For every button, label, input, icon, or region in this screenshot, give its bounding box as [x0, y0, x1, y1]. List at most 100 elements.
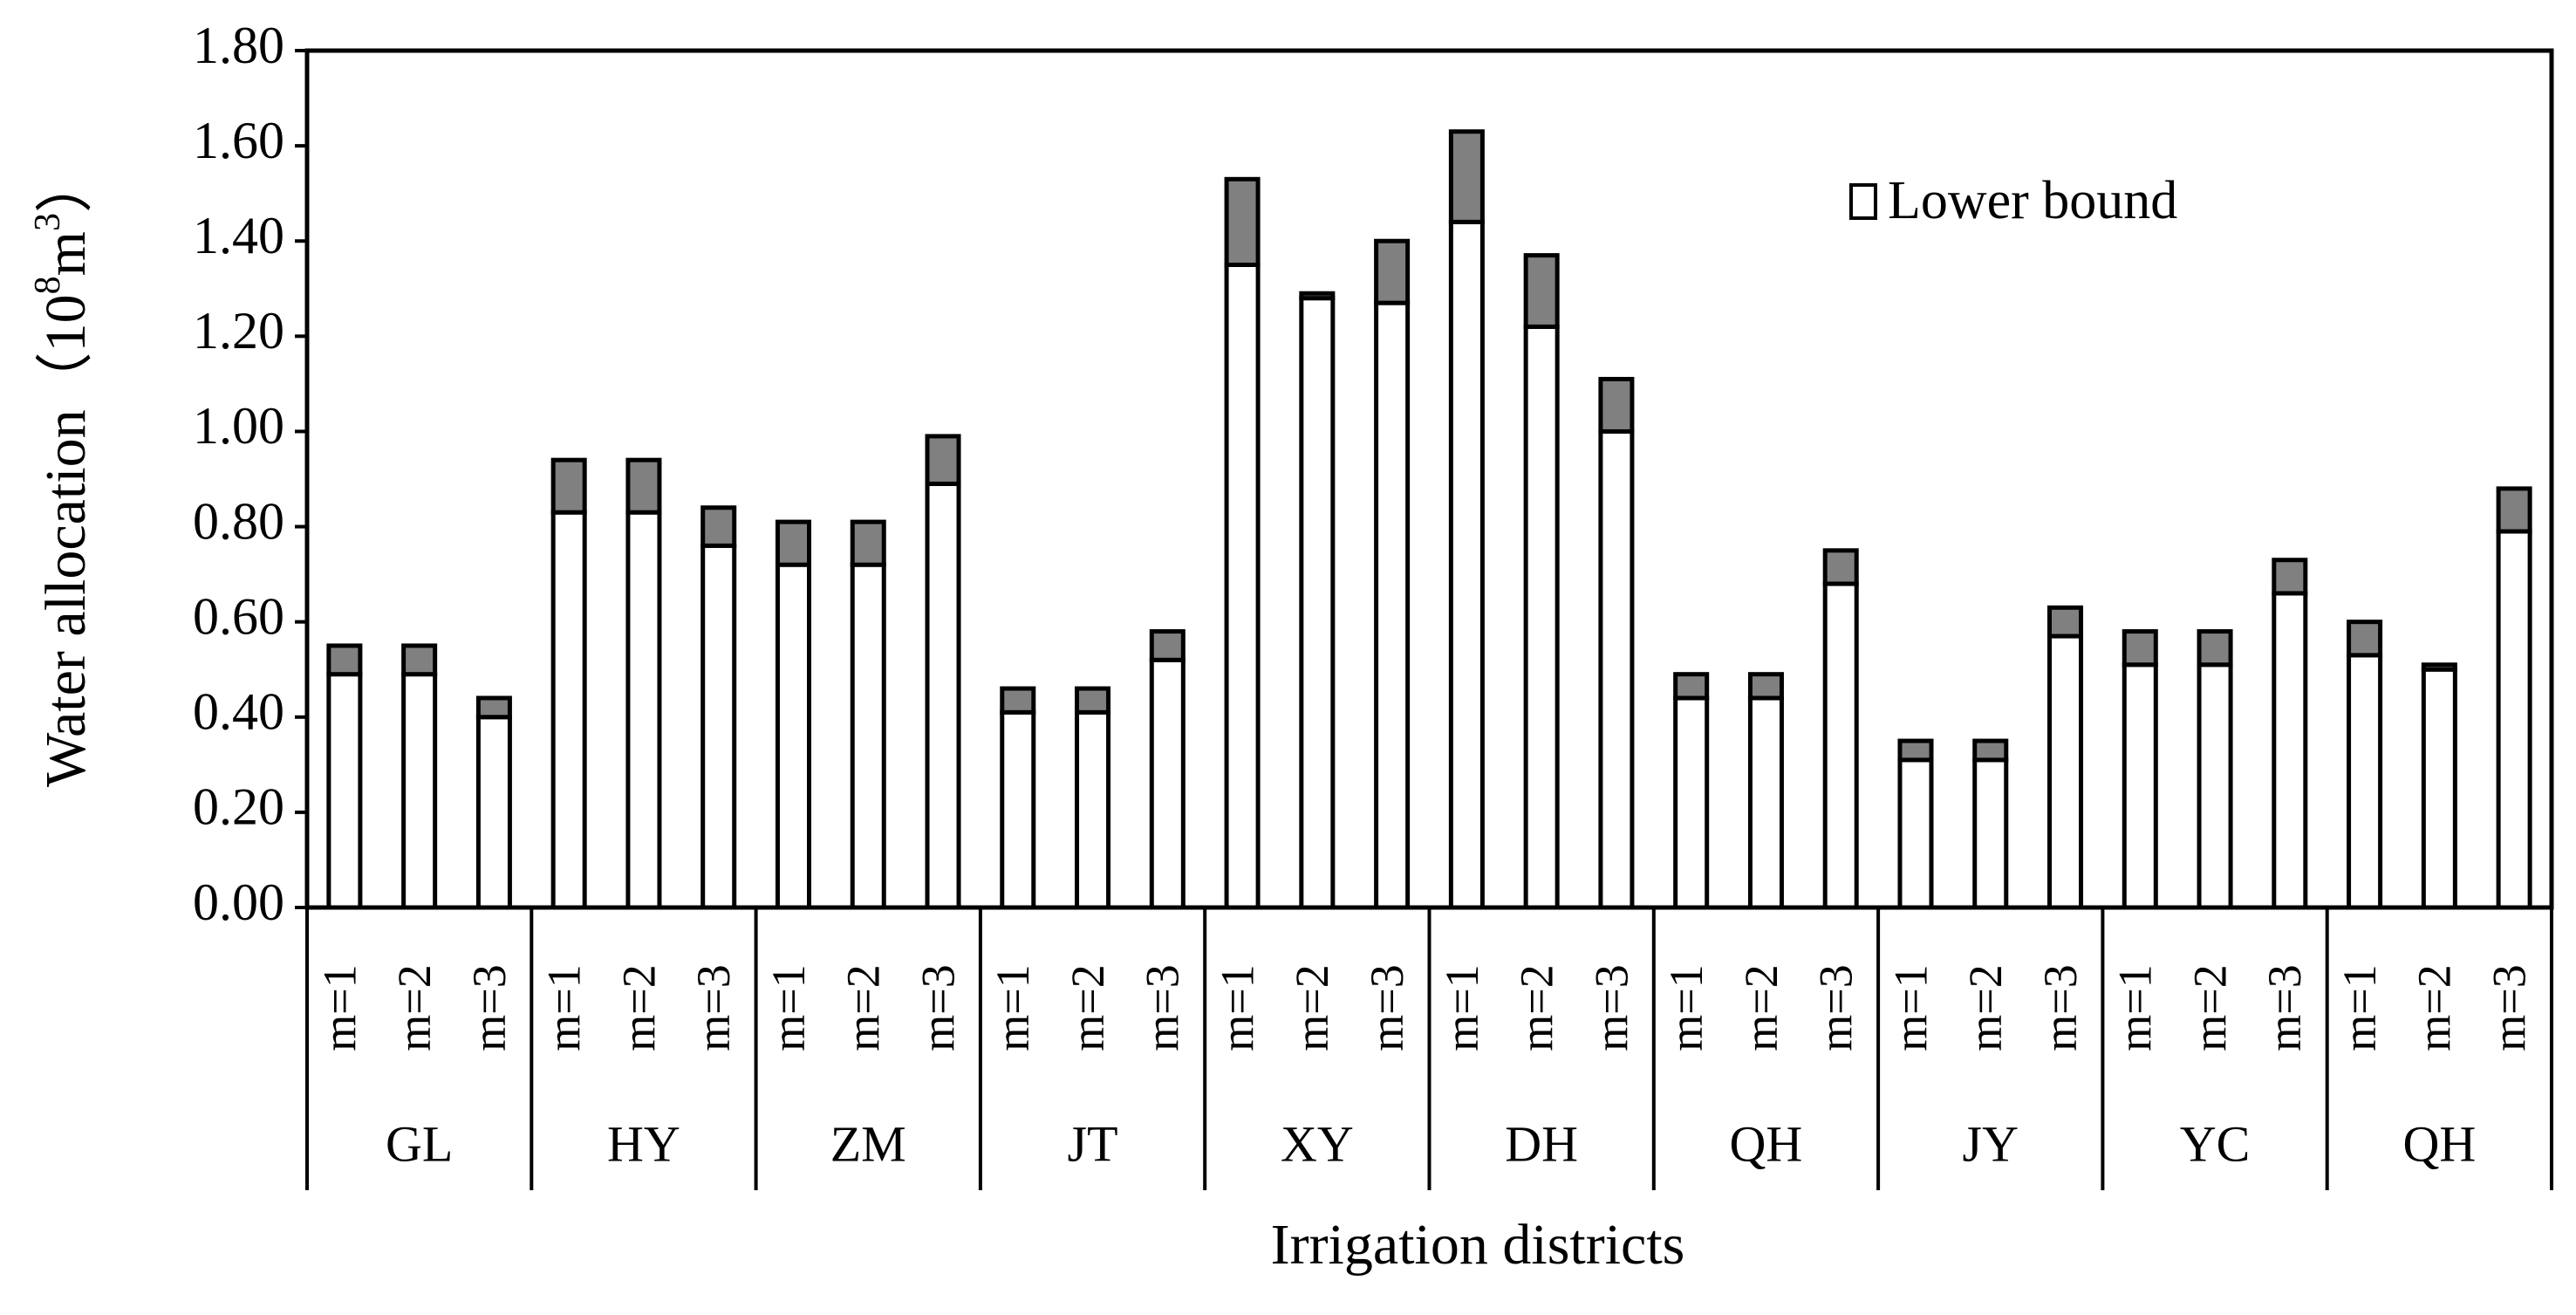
x-group-label: HY [607, 1115, 680, 1172]
bar-increment [1448, 129, 1485, 224]
bar-lower-bound [1075, 709, 1111, 910]
bar-lower-bound [2347, 653, 2383, 910]
bar-lower-bound [850, 562, 886, 910]
legend-label-lower-bound: Lower bound [1888, 171, 2177, 230]
bar-lower-bound [550, 510, 587, 910]
x-subcategory-label: m=2 [1959, 964, 2012, 1051]
x-group-label: XY [1281, 1115, 1354, 1172]
bar-lower-bound [1897, 757, 1934, 910]
bar-increment [1523, 253, 1560, 329]
bar-increment [1000, 686, 1036, 715]
x-subcategory-label: m=2 [2183, 964, 2236, 1051]
x-subcategory-label: m=1 [1884, 964, 1937, 1051]
bar-increment [700, 505, 737, 548]
x-group-label: JT [1068, 1115, 1118, 1172]
x-subcategory-label: m=2 [1511, 964, 1563, 1051]
x-subcategory-label: m=3 [2034, 964, 2087, 1051]
bar-increment [550, 457, 587, 515]
bar-increment [2047, 605, 2084, 639]
bar-lower-bound [1448, 219, 1485, 910]
x-subcategory-label: m=3 [912, 964, 964, 1051]
x-subcategory-label: m=2 [1735, 964, 1787, 1051]
x-subcategory-label: m=3 [2258, 964, 2311, 1051]
bar-lower-bound [1000, 709, 1036, 910]
x-subcategory-label: m=2 [2409, 964, 2461, 1051]
x-subcategory-label: m=1 [1436, 964, 1488, 1051]
bar-lower-bound [1822, 581, 1859, 910]
bar-increment [2272, 558, 2308, 596]
bar-increment [1149, 629, 1186, 662]
x-subcategory-label: m=1 [2109, 964, 2162, 1051]
x-subcategory-label: m=3 [1810, 964, 1862, 1051]
x-subcategory-label: m=2 [837, 964, 890, 1051]
x-group-label: YC [2180, 1115, 2251, 1172]
y-axis-title-end: ） [34, 155, 98, 213]
x-group-label: DH [1505, 1115, 1578, 1172]
y-tick-label: 1.40 [193, 207, 284, 264]
x-group-label: GL [386, 1115, 453, 1172]
bar-lower-bound [2122, 662, 2158, 910]
bar-increment [326, 643, 363, 677]
bar-increment [1747, 672, 1784, 701]
x-subcategory-label: m=2 [612, 964, 665, 1051]
x-subcategory-label: m=3 [1137, 964, 1189, 1051]
x-subcategory-label: m=2 [1286, 964, 1338, 1051]
bar-lower-bound [775, 562, 811, 910]
x-subcategory-label: m=1 [762, 964, 815, 1051]
legend-swatch-lower-bound [1849, 183, 1877, 220]
y-axis-title: Water allocation（108m3） [28, 155, 99, 787]
y-tick-label: 0.20 [193, 778, 284, 836]
bar-increment [850, 519, 886, 567]
x-subcategory-label: m=1 [313, 964, 366, 1051]
bar-increment [1598, 376, 1635, 434]
y-axis-title-sup2: 3 [28, 213, 68, 231]
bar-increment [401, 643, 438, 677]
y-tick-label: 0.60 [193, 587, 284, 645]
bar-lower-bound [925, 481, 961, 910]
bar-lower-bound [475, 715, 512, 910]
bar-increment [1075, 686, 1111, 715]
x-subcategory-label: m=1 [538, 964, 591, 1051]
bar-lower-bound [326, 672, 363, 910]
bar-increment [1972, 738, 2009, 763]
y-tick-label: 0.00 [193, 873, 284, 931]
bar-increment [1299, 291, 1336, 301]
y-axis-title-main: Water allocation（10 [34, 294, 98, 787]
bar-increment [2197, 629, 2233, 668]
x-subcategory-label: m=3 [2484, 964, 2536, 1051]
bar-lower-bound [1972, 757, 2009, 910]
bar-lower-bound [625, 510, 662, 910]
bar-increment [475, 695, 512, 720]
legend: Lower bound [1849, 171, 2177, 230]
bar-lower-bound [2272, 591, 2308, 910]
bar-increment [1224, 176, 1261, 267]
y-tick-label: 1.20 [193, 302, 284, 360]
y-tick-label: 0.80 [193, 492, 284, 550]
bar-lower-bound [1299, 296, 1336, 910]
bar-lower-bound [1598, 428, 1635, 910]
x-subcategory-label: m=3 [1361, 964, 1413, 1051]
x-subcategory-label: m=3 [1585, 964, 1637, 1051]
y-axis-title-mid: m [34, 231, 98, 276]
y-axis-title-sup1: 8 [28, 276, 68, 294]
bar-increment [1374, 238, 1411, 305]
bar-increment [2347, 620, 2383, 658]
x-group-label: JY [1963, 1115, 2019, 1172]
y-tick-label: 1.60 [193, 112, 284, 169]
x-subcategory-label: m=1 [1211, 964, 1263, 1051]
bar-lower-bound [2421, 667, 2457, 910]
bar-increment [1897, 738, 1934, 763]
x-subcategory-label: m=1 [1660, 964, 1712, 1051]
bar-lower-bound [1673, 695, 1710, 910]
bar-lower-bound [1224, 263, 1261, 910]
bar-increment [1822, 548, 1859, 586]
bar-lower-bound [1747, 695, 1784, 910]
x-subcategory-label: m=2 [388, 964, 441, 1051]
x-group-label: QH [1730, 1115, 1803, 1172]
y-tick-label: 0.40 [193, 683, 284, 741]
bar-lower-bound [1149, 657, 1186, 910]
bar-increment [625, 457, 662, 515]
x-group-label: ZM [830, 1115, 906, 1172]
bar-increment [2421, 662, 2457, 672]
